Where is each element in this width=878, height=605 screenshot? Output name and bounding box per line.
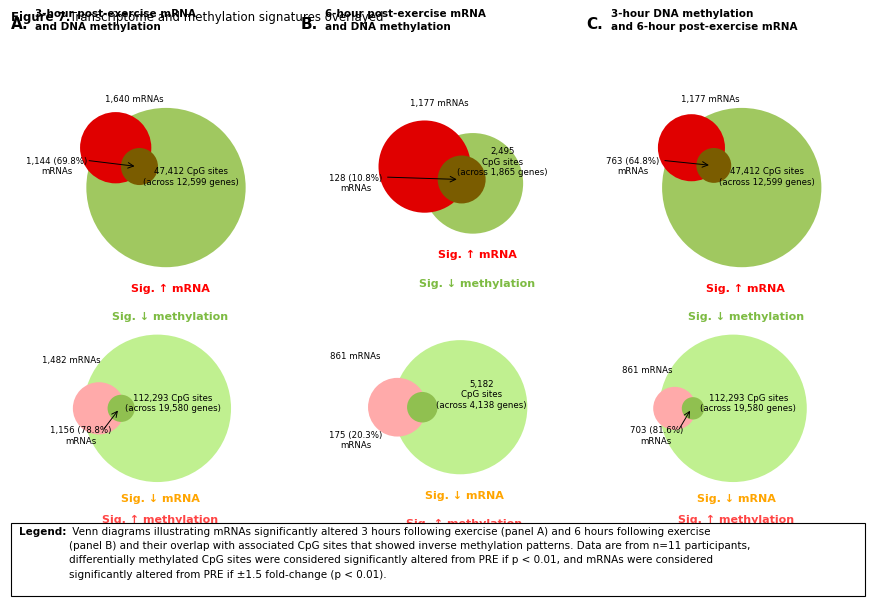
Circle shape — [695, 148, 730, 183]
Text: 112,293 CpG sites
(across 19,580 genes): 112,293 CpG sites (across 19,580 genes) — [125, 394, 220, 413]
Text: Sig. ↓ methylation: Sig. ↓ methylation — [687, 312, 803, 322]
Circle shape — [392, 340, 527, 474]
Text: 1,177 mRNAs: 1,177 mRNAs — [409, 99, 468, 108]
Text: 128 (10.8%)
mRNAs: 128 (10.8%) mRNAs — [328, 174, 382, 193]
Text: C.: C. — [586, 17, 602, 32]
Text: 5,182
CpG sites
(across 4,138 genes): 5,182 CpG sites (across 4,138 genes) — [435, 380, 526, 410]
Circle shape — [83, 335, 231, 482]
Text: Sig. ↑ methylation: Sig. ↑ methylation — [677, 515, 794, 525]
Circle shape — [121, 148, 158, 185]
Text: 1,156 (78.8%)
mRNAs: 1,156 (78.8%) mRNAs — [50, 427, 112, 446]
Text: Sig. ↑ mRNA: Sig. ↑ mRNA — [437, 250, 516, 261]
Text: 1,482 mRNAs: 1,482 mRNAs — [42, 356, 100, 365]
Text: 1,177 mRNAs: 1,177 mRNAs — [680, 95, 738, 103]
Text: 47,412 CpG sites
(across 12,599 genes): 47,412 CpG sites (across 12,599 genes) — [143, 168, 239, 187]
Text: 861 mRNAs: 861 mRNAs — [330, 352, 380, 361]
Text: Sig. ↓ mRNA: Sig. ↓ mRNA — [121, 494, 199, 505]
Text: 112,293 CpG sites
(across 19,580 genes): 112,293 CpG sites (across 19,580 genes) — [700, 394, 795, 413]
Text: Sig. ↓ methylation: Sig. ↓ methylation — [419, 279, 535, 289]
Circle shape — [658, 335, 806, 482]
Circle shape — [422, 133, 522, 234]
Circle shape — [652, 387, 695, 430]
Text: 1,144 (69.8%)
mRNAs: 1,144 (69.8%) mRNAs — [26, 157, 88, 176]
Circle shape — [80, 112, 151, 183]
Text: A.: A. — [11, 17, 28, 32]
Circle shape — [437, 155, 485, 203]
Text: 3-hour post-exercise mRNA
and DNA methylation: 3-hour post-exercise mRNA and DNA methyl… — [35, 9, 196, 32]
Text: B.: B. — [300, 17, 318, 32]
Circle shape — [368, 378, 426, 437]
Text: 703 (81.6%)
mRNAs: 703 (81.6%) mRNAs — [629, 427, 682, 446]
FancyBboxPatch shape — [11, 523, 864, 596]
Text: 3-hour DNA methylation
and 6-hour post-exercise mRNA: 3-hour DNA methylation and 6-hour post-e… — [610, 9, 796, 32]
Circle shape — [661, 108, 820, 267]
Text: Sig. ↑ methylation: Sig. ↑ methylation — [406, 519, 522, 529]
Circle shape — [378, 120, 471, 213]
Text: Sig. ↓ methylation: Sig. ↓ methylation — [112, 312, 228, 322]
Text: Legend:: Legend: — [19, 526, 67, 537]
Text: Sig. ↓ mRNA: Sig. ↓ mRNA — [696, 494, 774, 505]
Text: Sig. ↓ mRNA: Sig. ↓ mRNA — [425, 491, 503, 501]
Circle shape — [107, 394, 134, 422]
Text: Figure 7.: Figure 7. — [11, 11, 70, 24]
Text: 175 (20.3%)
mRNAs: 175 (20.3%) mRNAs — [328, 431, 382, 451]
Circle shape — [681, 397, 703, 419]
Text: Sig. ↑ methylation: Sig. ↑ methylation — [102, 515, 219, 525]
Circle shape — [86, 108, 245, 267]
Text: 2,495
CpG sites
(across 1,865 genes): 2,495 CpG sites (across 1,865 genes) — [457, 148, 547, 177]
Text: 1,640 mRNAs: 1,640 mRNAs — [105, 95, 163, 103]
Text: Sig. ↑ mRNA: Sig. ↑ mRNA — [706, 284, 784, 294]
Circle shape — [657, 114, 724, 182]
Text: 861 mRNAs: 861 mRNAs — [621, 365, 672, 374]
Text: 763 (64.8%)
mRNAs: 763 (64.8%) mRNAs — [606, 157, 658, 176]
Circle shape — [73, 382, 125, 434]
Text: 47,412 CpG sites
(across 12,599 genes): 47,412 CpG sites (across 12,599 genes) — [718, 168, 814, 187]
Text: Venn diagrams illustrating mRNAs significantly altered 3 hours following exercis: Venn diagrams illustrating mRNAs signifi… — [68, 526, 750, 580]
Text: Sig. ↑ mRNA: Sig. ↑ mRNA — [131, 284, 209, 294]
Circle shape — [407, 392, 437, 422]
Text: Transcriptome and methylation signatures overlayed: Transcriptome and methylation signatures… — [66, 11, 383, 24]
Text: 6-hour post-exercise mRNA
and DNA methylation: 6-hour post-exercise mRNA and DNA methyl… — [325, 9, 486, 32]
